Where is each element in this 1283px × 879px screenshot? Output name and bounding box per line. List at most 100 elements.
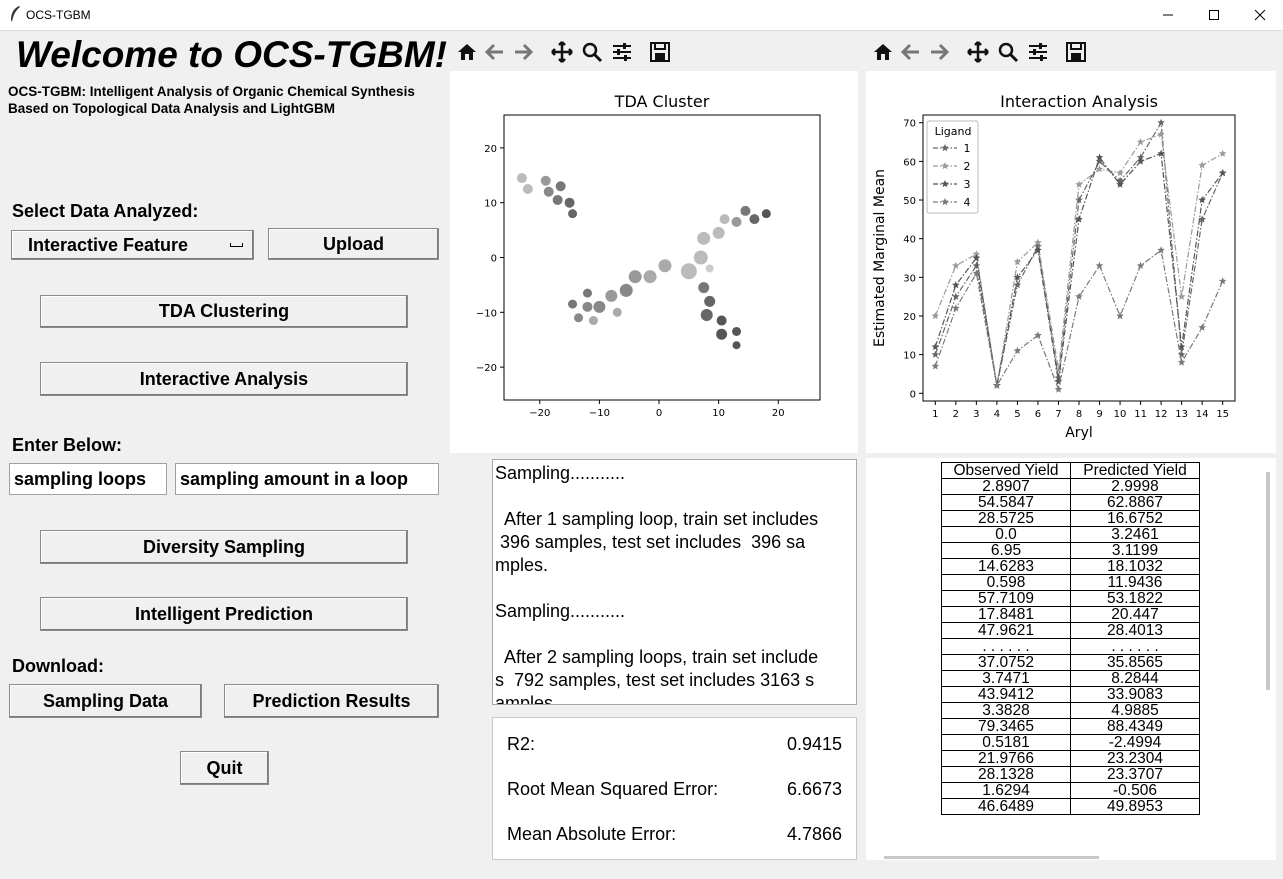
home-icon[interactable] [455,40,479,64]
forward-arrow-icon[interactable] [511,40,535,64]
scatter-point [732,326,742,336]
close-icon [1254,9,1266,21]
results-panel: Observed Yield Predicted Yield 2.8907 2.9… [866,458,1276,860]
y-tick-label: −10 [476,308,497,319]
scatter-point [555,181,566,192]
pan-icon[interactable] [966,40,990,64]
interactive-analysis-button[interactable]: Interactive Analysis [40,362,408,396]
log-line [495,623,854,646]
data-point-marker [1218,149,1227,157]
metric-label: Mean Absolute Error: [507,824,677,844]
home-icon[interactable] [871,40,895,64]
table-row: 46.6489 49.8953 [941,798,1200,815]
data-point-marker [1075,196,1083,204]
zoom-icon[interactable] [996,40,1020,64]
x-tick-label: 7 [1055,409,1061,420]
data-point-marker [1075,180,1083,188]
log-line: Sampling........... [495,463,626,483]
table-row: 47.9621 28.4013 [941,622,1200,639]
observed-yield-cell: 57.7109 [941,590,1071,607]
scatter-point [697,231,711,245]
data-point-marker [1095,165,1104,173]
x-tick-label: 3 [973,409,979,420]
download-label: Download: [12,656,104,676]
sampling-data-button[interactable]: Sampling Data [9,684,202,718]
quit-button[interactable]: Quit [180,751,269,785]
scatter-point [619,283,633,297]
scatter-point [564,197,575,208]
sampling-log-text[interactable]: Sampling........... After 1 sampling loo… [492,459,857,705]
metric-rmse: Root Mean Squared Error: 6.6673 [507,779,842,800]
upload-button[interactable]: Upload [268,228,439,260]
y-tick-label: 30 [903,273,916,284]
scatter-point [712,226,725,239]
scatter-point [731,216,742,227]
tda-clustering-button[interactable]: TDA Clustering [40,295,408,328]
data-point-marker [972,254,981,262]
data-type-select[interactable]: Interactive Feature [11,230,254,260]
data-point-marker [1177,358,1186,366]
data-point-marker [952,304,960,312]
intelligent-prediction-button[interactable]: Intelligent Prediction [40,597,408,631]
data-point-marker [931,342,940,351]
table-row: 3.3828 4.9885 [941,702,1200,719]
table-row: 6.95 3.1199 [941,542,1200,559]
save-figure-icon[interactable] [1064,40,1088,64]
table-row: 57.7109 53.1822 [941,590,1200,607]
scatter-point [522,183,533,194]
x-tick-label: 15 [1216,409,1229,420]
scatter-point [582,288,592,298]
scatter-point [543,186,554,197]
close-button[interactable] [1237,0,1283,30]
data-point-marker [1013,273,1022,281]
diversity-sampling-button[interactable]: Diversity Sampling [40,530,408,564]
observed-yield-cell: 6.95 [941,542,1071,559]
data-point-marker [1116,180,1124,188]
scatter-point [719,214,730,225]
data-type-select-value: Interactive Feature [28,234,189,255]
results-table: Observed Yield Predicted Yield 2.8907 2.9… [941,462,1200,815]
back-arrow-icon[interactable] [899,40,923,64]
table-row: 0.598 11.9436 [941,574,1200,591]
data-point-marker [972,269,981,277]
x-tick-label: 5 [1014,409,1020,420]
vertical-scrollbar-thumb[interactable] [1266,472,1270,690]
x-tick-label: 11 [1134,409,1147,420]
metric-value: 6.6673 [786,779,842,799]
back-arrow-icon[interactable] [483,40,507,64]
data-point-marker [1157,130,1165,138]
sampling-amount-input[interactable]: sampling amount in a loop [175,463,439,495]
y-tick-label: −20 [476,363,497,374]
x-tick-label: 4 [994,409,1000,420]
zoom-icon[interactable] [580,40,604,64]
tda-plot-canvas: TDA Cluster −20 −10 0 10 20 20 10 0 −10 −20 [450,71,858,453]
predicted-yield-cell: 33.9083 [1070,686,1200,703]
predicted-yield-cell: 88.4349 [1070,718,1200,735]
predicted-yield-cell: 2.9998 [1070,478,1200,495]
x-axis-label: Aryl [1065,425,1093,441]
x-tick-label: 14 [1196,409,1209,420]
scatter-point [761,209,771,219]
log-line: Sampling........... [495,601,626,621]
configure-subplots-icon[interactable] [1026,40,1050,64]
pan-icon[interactable] [550,40,574,64]
data-point-marker [952,292,960,300]
minimize-button[interactable] [1145,0,1191,30]
metric-label: R2: [507,734,536,754]
sampling-loops-input[interactable]: sampling loops [9,463,167,495]
configure-subplots-icon[interactable] [610,40,634,64]
predicted-yield-cell: 53.1822 [1070,590,1200,607]
table-row: 17.8481 20.447 [941,606,1200,623]
scatter-point [568,299,578,309]
maximize-button[interactable] [1191,0,1237,30]
save-figure-icon[interactable] [648,40,672,64]
data-point-marker [1177,292,1186,300]
forward-arrow-icon[interactable] [927,40,951,64]
table-row: 21.9766 23.2304 [941,750,1200,767]
table-row: 0.0 3.2461 [941,526,1200,543]
horizontal-scrollbar-thumb[interactable] [884,856,1099,859]
log-line: After 1 sampling loop, train set include… [495,509,819,529]
prediction-results-button[interactable]: Prediction Results [224,684,439,718]
predicted-yield-cell: -0.506 [1070,782,1200,799]
scatter-point [593,300,606,313]
